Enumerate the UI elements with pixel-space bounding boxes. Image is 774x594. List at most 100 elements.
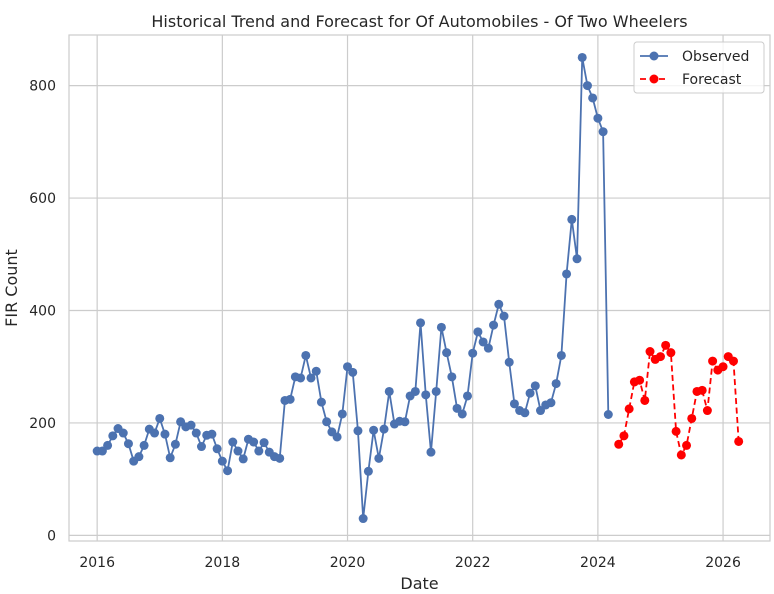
legend-entry-observed: Observed [682, 49, 749, 65]
data-point-observed [238, 454, 248, 464]
data-point-forecast [645, 347, 655, 357]
data-point-observed [118, 428, 128, 438]
data-point-observed [562, 269, 572, 279]
data-point-observed [556, 350, 566, 360]
data-point-forecast [655, 352, 665, 362]
data-point-observed [301, 350, 311, 360]
data-point-observed [520, 408, 530, 418]
data-point-observed [421, 390, 431, 400]
data-point-forecast [676, 450, 686, 460]
data-point-observed [223, 466, 233, 476]
data-point-observed [249, 437, 259, 447]
data-point-observed [322, 417, 332, 427]
y-axis-label: FIR Count [2, 249, 21, 327]
data-point-observed [165, 453, 175, 463]
data-point-observed [603, 410, 613, 419]
data-point-observed [139, 440, 149, 450]
legend-box [633, 41, 765, 94]
chart-title: Historical Trend and Forecast for Of Aut… [151, 12, 687, 31]
data-point-observed [332, 432, 342, 442]
data-point-observed [499, 311, 509, 321]
data-point-forecast [624, 404, 634, 414]
data-point-observed [504, 357, 514, 367]
x-tick-label: 2024 [580, 555, 616, 571]
y-tick-label: 200 [29, 416, 56, 432]
data-point-observed [478, 337, 488, 347]
x-axis-label: Date [400, 574, 438, 593]
data-point-observed [155, 413, 165, 423]
data-point-observed [442, 348, 452, 358]
data-point-forecast [635, 375, 645, 385]
data-point-observed [191, 428, 201, 438]
data-point-forecast [734, 436, 744, 446]
x-tick-label: 2016 [79, 555, 115, 571]
data-point-observed [374, 453, 384, 463]
data-point-observed [285, 394, 295, 404]
data-point-observed [462, 391, 472, 401]
data-point-observed [170, 439, 180, 449]
data-point-observed [306, 373, 316, 383]
y-tick-label: 600 [29, 191, 56, 207]
y-tick-label: 800 [29, 79, 56, 95]
data-point-forecast [702, 406, 712, 416]
x-tick-label: 2026 [705, 555, 741, 571]
data-point-forecast [661, 340, 671, 350]
y-tick-label: 400 [29, 303, 56, 319]
data-point-observed [593, 113, 603, 123]
data-point-observed [416, 318, 426, 328]
data-point-observed [369, 425, 379, 435]
data-point-observed [400, 417, 410, 427]
data-point-observed [212, 444, 222, 454]
data-point-observed [337, 409, 347, 419]
data-point-forecast [640, 395, 650, 405]
series [92, 52, 744, 524]
data-point-observed [530, 381, 540, 391]
data-point-observed [525, 388, 535, 398]
data-point-observed [473, 327, 483, 337]
data-point-observed [358, 514, 368, 524]
data-point-observed [410, 386, 420, 396]
data-point-observed [489, 320, 499, 330]
data-point-observed [196, 442, 206, 452]
data-point-observed [431, 386, 441, 396]
data-point-observed [598, 127, 608, 137]
data-point-observed [588, 93, 598, 103]
data-point-observed [103, 440, 113, 450]
data-point-forecast [687, 413, 697, 423]
x-tick-label: 2018 [205, 555, 241, 571]
y-tick-label: 0 [47, 528, 56, 544]
data-point-observed [108, 431, 118, 441]
data-point-observed [551, 379, 561, 389]
data-point-observed [207, 429, 217, 439]
x-tick-label: 2020 [330, 555, 366, 571]
data-point-observed [572, 254, 582, 264]
x-tick-label: 2022 [455, 555, 491, 571]
data-point-observed [259, 438, 269, 448]
data-point-forecast [614, 439, 624, 449]
data-point-forecast [708, 356, 718, 366]
data-point-observed [483, 343, 493, 353]
data-point-observed [150, 428, 160, 438]
data-point-forecast [671, 426, 681, 436]
data-point-observed [384, 386, 394, 396]
data-point-observed [186, 420, 196, 430]
data-point-observed [275, 453, 285, 463]
legend-entry-forecast: Forecast [682, 72, 742, 88]
tick-labels: 2016 2018 2020 2022 2024 2026 0 200 400 600 800 [29, 79, 741, 571]
legend-marker-forecast [649, 74, 659, 84]
data-point-observed [363, 466, 373, 476]
data-point-observed [316, 397, 326, 407]
data-point-forecast [697, 385, 707, 395]
data-point-forecast [666, 348, 676, 358]
data-point-observed [379, 424, 389, 434]
data-point-observed [509, 399, 519, 409]
data-point-observed [123, 439, 133, 449]
data-point-forecast [682, 440, 692, 450]
data-point-observed [494, 299, 504, 309]
data-point-observed [348, 367, 358, 377]
data-point-observed [254, 446, 264, 456]
data-point-forecast [718, 362, 728, 372]
data-point-forecast [728, 356, 738, 366]
plot-area [68, 34, 771, 542]
